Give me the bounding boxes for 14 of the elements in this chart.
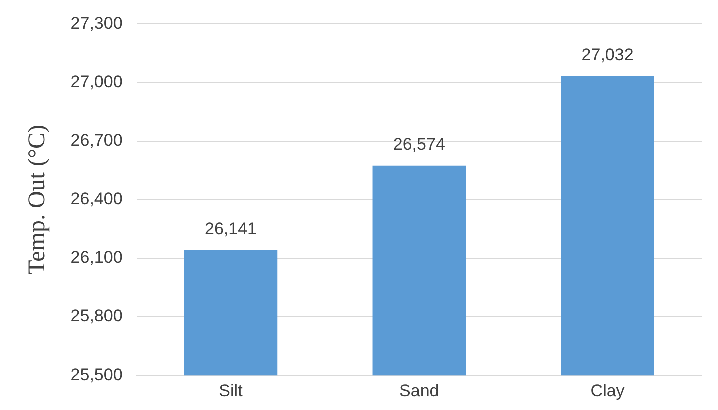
- data-label: 26,141: [204, 220, 257, 239]
- y-tick-label: 26,700: [70, 131, 123, 150]
- x-tick-label: Clay: [590, 381, 626, 400]
- y-axis-title: Temp. Out (°C): [24, 124, 51, 275]
- y-tick-label: 25,500: [70, 365, 123, 384]
- x-tick-label: Sand: [400, 381, 440, 400]
- data-label: 27,032: [582, 46, 634, 65]
- y-tick-label: 27,000: [70, 72, 123, 92]
- y-tick-label: 26,400: [70, 190, 123, 209]
- y-tick-label: 26,100: [70, 248, 123, 268]
- y-tick-label: 27,300: [70, 14, 123, 33]
- y-tick-label: 25,800: [70, 306, 123, 326]
- x-tick-label: Silt: [219, 381, 244, 400]
- data-label: 26,574: [393, 135, 446, 154]
